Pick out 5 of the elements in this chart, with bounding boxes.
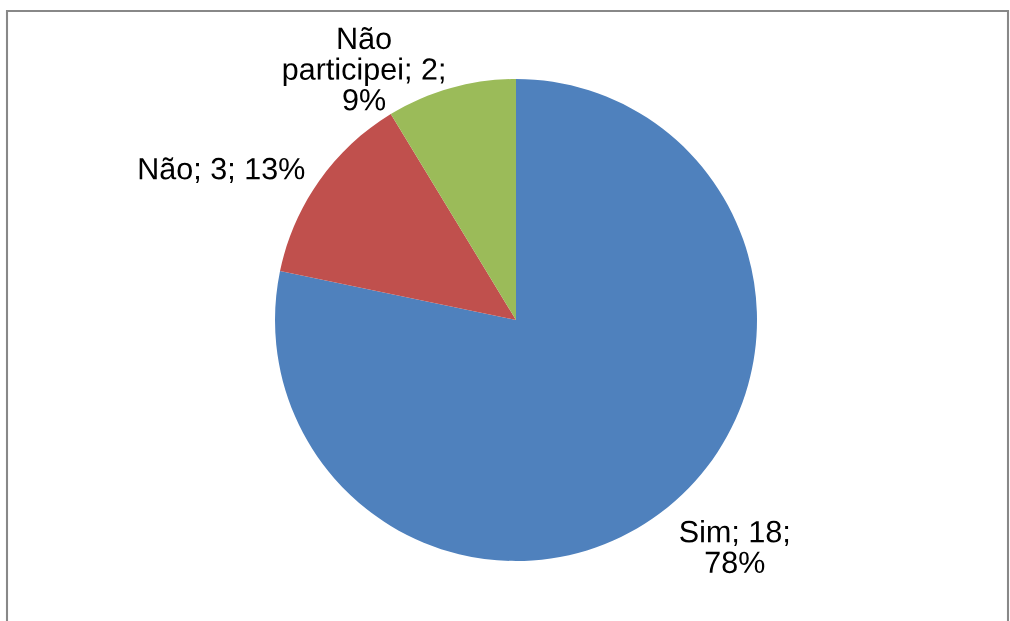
slice-label: Não — [338, 26, 391, 50]
text: 9% — [343, 88, 386, 111]
category-label: participei; 2; — [283, 57, 444, 86]
slice-label: Sim; 18; 78% — [680, 520, 789, 574]
category-label: Não; 3; 13% — [139, 157, 305, 184]
